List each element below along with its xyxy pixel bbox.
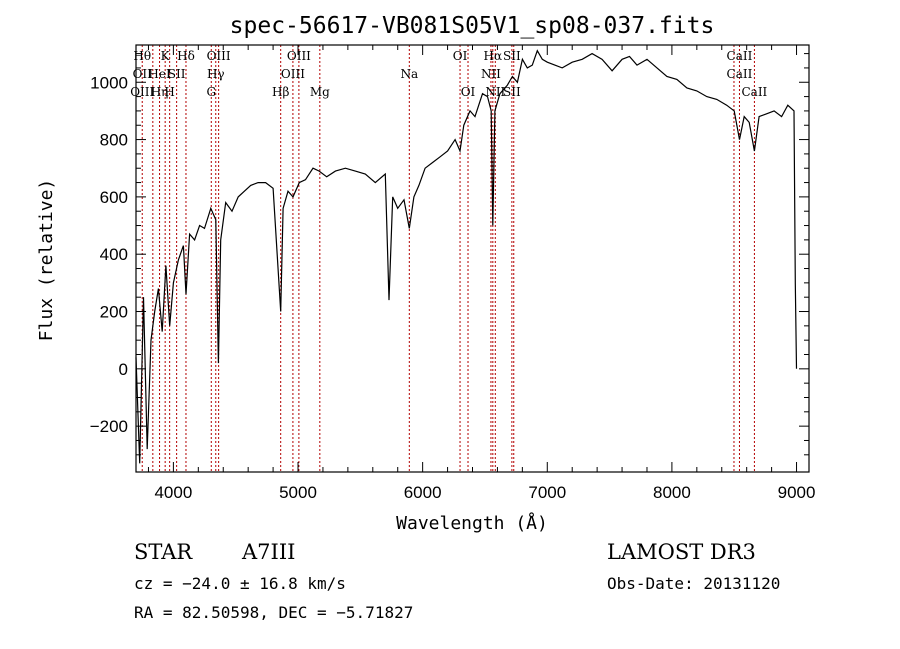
plot-frame: [135, 44, 810, 473]
spectral-line-label: H: [164, 85, 174, 99]
spectral-line-label: OIII: [281, 67, 305, 81]
x-tick-label: 9000: [778, 483, 816, 502]
spectral-line-label: Hβ: [272, 85, 289, 99]
spectral-line-label: Hδ: [177, 49, 195, 63]
x-tick-label: 6000: [404, 483, 442, 502]
spectral-line-label: NII: [481, 67, 501, 81]
spectral-line-labels: HθOIIOIIIHeIHηKHSIIHδGHγOIIIHβOIIIOIIIMg…: [130, 49, 767, 99]
x-tick-label: 5000: [279, 483, 317, 502]
chart-title: spec-56617-VB081S05V1_sp08-037.fits: [230, 13, 715, 39]
spectral-line-label: Hγ: [207, 67, 225, 81]
flux-series-line: [135, 49, 798, 464]
spectral-line-label: OI: [453, 49, 468, 63]
x-tick-label: 4000: [154, 483, 192, 502]
y-tick-label: 0: [119, 360, 128, 379]
spectral-line-label: G: [206, 85, 216, 99]
redshift-cz: cz = −24.0 ± 16.8 km/s: [134, 574, 346, 593]
spectral-subclass: A7III: [242, 540, 296, 564]
spectral-line-label: OIII: [287, 49, 311, 63]
y-tick-label: 1000: [90, 73, 128, 92]
spectral-line-label: Hη: [151, 85, 169, 99]
coordinates: RA = 82.50598, DEC = −5.71827: [134, 603, 414, 622]
observation-date: Obs-Date: 20131120: [607, 574, 781, 593]
spectral-line-label: Na: [400, 67, 418, 81]
spectral-line-label: Hθ: [133, 49, 151, 63]
spectral-line-label: OI: [461, 85, 476, 99]
x-tick-label: 8000: [653, 483, 691, 502]
y-tick-label: 800: [100, 131, 128, 150]
spectral-line-label: Mg: [310, 85, 330, 99]
y-tick-label: −200: [90, 417, 128, 436]
spectral-line-label: CaII: [727, 49, 753, 63]
object-class: STAR: [134, 540, 193, 564]
spectral-line-label: CaII: [727, 67, 753, 81]
spectral-line-label: OIII: [207, 49, 231, 63]
axis-ticks: 4000 5000 6000 7000 8000 9000 −200 0 200 400 600 80…: [90, 45, 816, 502]
y-tick-label: 600: [100, 188, 128, 207]
spectral-line-label: SII: [503, 85, 521, 99]
x-axis-label: Wavelength (Å): [396, 512, 548, 534]
spectral-line-label: SII: [503, 49, 521, 63]
spectral-line-label: NII: [485, 85, 505, 99]
spectral-line-label: SII: [168, 67, 186, 81]
y-tick-label: 200: [100, 303, 128, 322]
spectral-line-markers: [141, 45, 755, 472]
spectral-line-label: CaII: [741, 85, 767, 99]
spectral-line-label: OII: [133, 67, 153, 81]
y-tick-label: 400: [100, 245, 128, 264]
survey-name: LAMOST DR3: [607, 540, 756, 564]
spectral-line-label: HeI: [148, 67, 171, 81]
spectral-line-label: K: [161, 49, 171, 63]
y-axis-label: Flux (relative): [36, 179, 57, 342]
x-tick-label: 7000: [528, 483, 566, 502]
spectral-line-label: Hα: [484, 49, 503, 63]
